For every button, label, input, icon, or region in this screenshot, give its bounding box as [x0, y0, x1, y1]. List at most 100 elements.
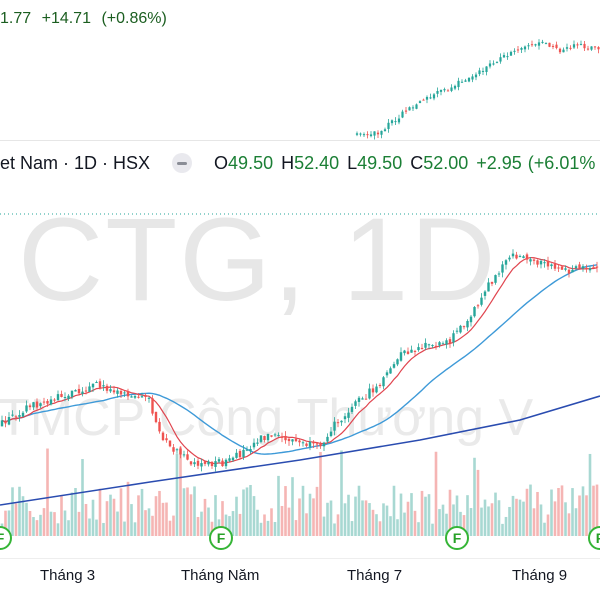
candle-body	[186, 454, 189, 460]
volume-bar	[4, 510, 7, 536]
candle-body	[312, 441, 315, 444]
candle-body	[245, 449, 249, 451]
event-badge[interactable]: F	[445, 526, 469, 550]
volume-bar	[39, 514, 42, 536]
volume-bar	[585, 495, 588, 536]
comparison-candle-body	[572, 44, 576, 48]
volume-bar	[452, 504, 455, 536]
volume-bar	[280, 506, 284, 536]
candle-body	[235, 452, 238, 458]
candle-body	[196, 460, 200, 466]
candle-body	[350, 406, 354, 412]
candle-body	[567, 269, 571, 274]
volume-bar	[273, 522, 277, 536]
candle-body	[322, 442, 326, 447]
candle-body	[462, 326, 466, 328]
volume-bar	[56, 523, 60, 536]
candle-body	[91, 383, 95, 388]
volume-bar	[35, 520, 39, 536]
candle-body	[392, 364, 396, 368]
comparison-candle-body	[429, 97, 432, 99]
candle-body	[214, 461, 217, 467]
comparison-candle-body	[443, 89, 446, 91]
volume-bar	[287, 507, 291, 536]
volume-bar	[417, 522, 420, 536]
comparison-candle-body	[534, 44, 537, 46]
price-chart[interactable]	[0, 180, 600, 558]
candle-body	[560, 266, 564, 270]
volume-bar	[525, 488, 529, 536]
candle-body	[165, 438, 168, 441]
volume-bar	[105, 501, 109, 536]
high-value: 52.40	[294, 152, 340, 173]
volume-bar	[28, 510, 32, 536]
collapse-legend-button[interactable]	[172, 153, 193, 173]
candle-body	[305, 443, 308, 446]
volume-bar	[70, 492, 74, 536]
candle-body	[319, 443, 322, 447]
candle-body	[476, 305, 480, 307]
candle-body	[511, 253, 515, 257]
comparison-candle-body	[394, 121, 397, 123]
candle-body	[63, 397, 67, 399]
volume-bar	[301, 485, 305, 536]
comparison-candles	[355, 39, 600, 140]
time-tick: Tháng Năm	[181, 567, 260, 584]
candle-body	[406, 351, 410, 354]
volume-bar	[438, 509, 441, 536]
candle-body	[42, 401, 46, 403]
comparison-candle-body	[485, 66, 488, 73]
candle-body	[77, 388, 81, 394]
comparison-candle-body	[471, 76, 474, 80]
candle-body	[501, 264, 504, 273]
comparison-candle-body	[415, 104, 418, 109]
comparison-candle-body	[541, 41, 544, 43]
candle-body	[417, 347, 420, 351]
candle-body	[284, 435, 287, 441]
candle-body	[504, 260, 508, 265]
volume-bar	[487, 506, 490, 536]
comparison-candle-body	[551, 45, 555, 47]
time-tick: Tháng 9	[512, 567, 568, 584]
candle-body	[326, 436, 329, 442]
comparison-candle-body	[453, 85, 457, 89]
candle-body	[46, 400, 49, 404]
candle-body	[231, 457, 235, 461]
volume-bar	[284, 486, 287, 536]
price-change: +2.95	[476, 152, 522, 173]
close-value: 52.00	[423, 152, 469, 173]
pane-divider[interactable]	[0, 140, 600, 141]
volume-bar	[375, 514, 378, 536]
volume-bar	[308, 493, 312, 536]
event-badge[interactable]: F	[209, 526, 233, 550]
candle-body	[546, 260, 550, 267]
comparison-candle-body	[457, 80, 460, 88]
low-value: 49.50	[357, 152, 403, 173]
open-value: 49.50	[228, 152, 274, 173]
volume-bar	[81, 459, 84, 536]
high-label: H	[281, 152, 295, 173]
candle-body	[112, 390, 116, 393]
candle-body	[193, 462, 196, 465]
volume-bar	[378, 521, 382, 536]
candle-body	[277, 435, 280, 437]
volume-bar	[445, 513, 448, 536]
volume-bar	[413, 510, 417, 536]
volume-bar	[214, 495, 217, 536]
symbol-title[interactable]: et Nam · 1D · HSX	[0, 152, 151, 173]
candle-body	[81, 391, 84, 394]
volume-bar	[543, 522, 546, 536]
volume-bar	[277, 475, 280, 536]
time-axis[interactable]: Tháng 3 Tháng Năm Tháng 7 Tháng 9	[0, 558, 600, 601]
volume-bar	[238, 513, 242, 536]
volume-bars	[0, 446, 599, 536]
comparison-candle-body	[425, 96, 429, 100]
comparison-candle-body	[464, 80, 467, 82]
volume-bar	[18, 486, 21, 536]
comparison-candle-body	[383, 129, 387, 132]
candle-body	[123, 392, 126, 394]
volume-bar	[410, 493, 413, 536]
comparison-candle-body	[467, 78, 471, 82]
candle-body	[588, 268, 592, 271]
comparison-pane[interactable]: 1.77 +14.71 (+0.86%)	[0, 0, 600, 140]
